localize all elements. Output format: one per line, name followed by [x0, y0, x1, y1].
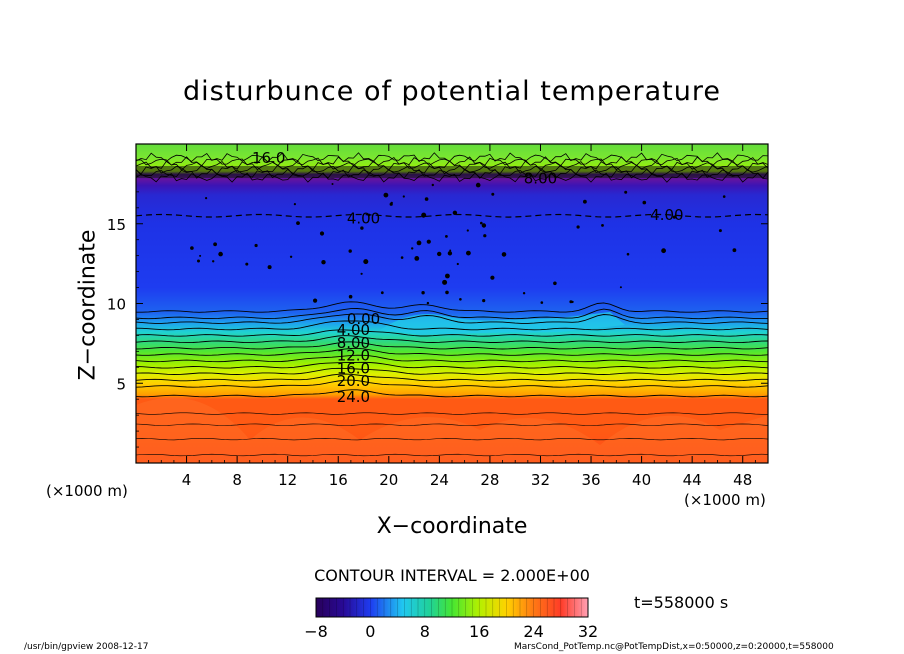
footer-left: /usr/bin/gpview 2008-12-17 [24, 642, 149, 652]
colorbar-tick-label: −8 [304, 622, 328, 641]
warm-region [136, 397, 768, 463]
time-label: t=558000 s [634, 593, 729, 612]
x-tick-label: 32 [531, 471, 550, 489]
x-axis: 4 8 12 16 20 24 28 32 36 40 44 48 [148, 144, 756, 489]
contour-label: 12.0 [337, 347, 370, 365]
contour-label: 4.00 [347, 209, 380, 227]
colorbar-tick-label: 8 [420, 622, 430, 641]
x-tick-label: 40 [632, 471, 651, 489]
y-tick-label: 5 [116, 375, 126, 393]
x-tick-label: 4 [182, 471, 192, 489]
x-tick-label: 48 [733, 471, 752, 489]
contour-label: 16.0 [252, 149, 285, 167]
contour-label: 16.0 [337, 359, 370, 377]
footer-right: MarsCond_PotTemp.nc@PotTempDist,x=0:5000… [514, 642, 834, 652]
colorbar-tick-label: 16 [469, 622, 489, 641]
colorbar-gradient [315, 597, 589, 618]
chart-title: disturbunce of potential temperature [183, 76, 721, 107]
x-tick-label: 20 [379, 471, 398, 489]
x-tick-label: 24 [430, 471, 449, 489]
contour-label: 8.00 [337, 334, 370, 352]
contour-interval-label: CONTOUR INTERVAL = 2.000E+00 [314, 566, 590, 585]
contour-label: 20.0 [337, 372, 370, 390]
contour-lines [136, 152, 768, 457]
y-axis: 5 10 15 [107, 159, 768, 448]
colorbar-tick-label: 32 [578, 622, 598, 641]
x-axis-label: X−coordinate [376, 514, 528, 539]
x-unit-right: (×1000 m) [684, 491, 766, 509]
x-tick-label: 28 [480, 471, 499, 489]
x-tick-label: 36 [581, 471, 600, 489]
colorbar-tick-label: 0 [365, 622, 375, 641]
field-background [136, 144, 768, 463]
x-unit-left: (×1000 m) [46, 482, 128, 500]
y-axis-label: Z−coordinate [75, 229, 101, 381]
x-tick-label: 8 [232, 471, 242, 489]
noise-dots [190, 182, 737, 305]
contour-label: 4.00 [650, 206, 683, 224]
y-tick-label: 10 [107, 296, 126, 314]
colorbar-ticks: −8 0 8 16 24 32 [304, 622, 598, 641]
contour-label: 0.00 [347, 310, 380, 328]
x-tick-label: 12 [278, 471, 297, 489]
contour-label: 4.00 [337, 321, 370, 339]
contour-label: 24.0 [337, 388, 370, 406]
y-tick-label: 15 [107, 216, 126, 234]
colorbar-tick-label: 24 [523, 622, 543, 641]
x-tick-label: 44 [683, 471, 702, 489]
contour-label-group: 16.08.004.00 4.000.004.008.0012.016.020.0… [252, 149, 684, 406]
contour-label: 8.00 [524, 169, 557, 187]
x-tick-label: 16 [329, 471, 348, 489]
